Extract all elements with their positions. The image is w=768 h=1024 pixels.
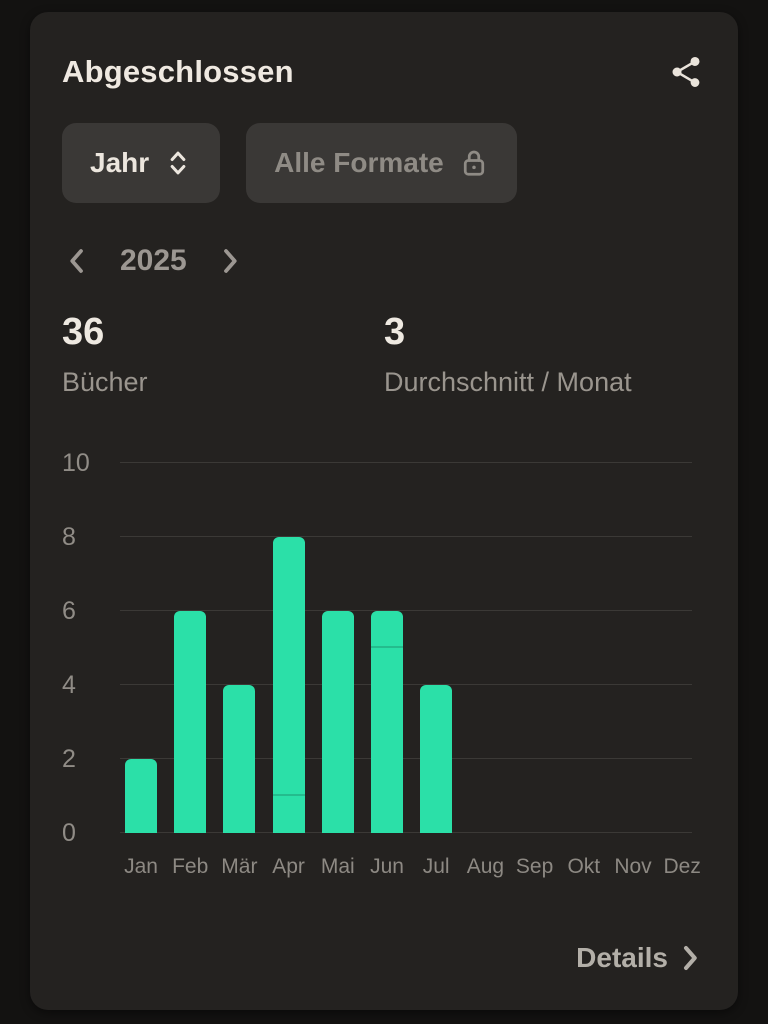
period-filter-button[interactable]: Jahr bbox=[62, 123, 221, 203]
gridline bbox=[120, 832, 692, 833]
x-axis-month-label: Aug bbox=[466, 855, 505, 878]
share-icon bbox=[672, 56, 700, 87]
y-axis-tick-label: 2 bbox=[62, 745, 76, 773]
chart-bar-jan[interactable] bbox=[125, 759, 157, 833]
x-axis-month-label: Sep bbox=[515, 855, 554, 878]
share-button[interactable] bbox=[666, 50, 706, 94]
average-label: Durchschnitt / Monat bbox=[384, 367, 632, 397]
books-count: 36 bbox=[62, 311, 105, 353]
y-axis-tick-label: 4 bbox=[62, 671, 76, 699]
bar-segment-divider bbox=[371, 646, 403, 648]
chevron-updown-icon bbox=[170, 151, 186, 175]
period-filter-label: Jahr bbox=[90, 147, 150, 178]
chart-bar-jul[interactable] bbox=[420, 685, 453, 833]
y-axis-tick-label: 0 bbox=[62, 819, 76, 847]
x-axis-month-label: Nov bbox=[614, 855, 652, 878]
format-filter-button[interactable]: Alle Formate bbox=[246, 123, 517, 203]
average-stat: 3 Durchschnitt / Monat bbox=[384, 308, 706, 400]
details-label: Details bbox=[576, 942, 668, 973]
details-link[interactable]: Details bbox=[576, 942, 702, 974]
x-axis-month-label: Jun bbox=[370, 855, 404, 878]
filter-row: Jahr Alle Formate bbox=[62, 123, 517, 203]
gridline bbox=[120, 684, 692, 685]
bar-segment-divider bbox=[272, 794, 305, 796]
completed-stats-card: Abgeschlossen Jahr Alle Formate 2025 bbox=[30, 12, 738, 1010]
x-axis-month-label: Feb bbox=[172, 855, 209, 878]
y-axis-tick-label: 6 bbox=[62, 597, 76, 625]
average-count: 3 bbox=[384, 311, 406, 353]
chevron-right-icon bbox=[223, 249, 237, 273]
books-label: Bücher bbox=[62, 367, 148, 397]
gridline bbox=[120, 758, 692, 759]
chart-bar-mär[interactable] bbox=[223, 685, 256, 833]
books-stat: 36 Bücher bbox=[62, 308, 384, 400]
stats-row: 36 Bücher 3 Durchschnitt / Monat bbox=[62, 308, 706, 400]
previous-year-button[interactable] bbox=[62, 244, 90, 278]
chart-bar-apr[interactable] bbox=[272, 537, 305, 833]
format-filter-label: Alle Formate bbox=[274, 147, 444, 178]
gridline bbox=[120, 610, 692, 611]
x-axis-month-label: Jul bbox=[422, 855, 450, 878]
next-year-button[interactable] bbox=[217, 244, 245, 278]
chart-bar-mai[interactable] bbox=[321, 611, 354, 833]
year-navigation: 2025 bbox=[62, 240, 245, 282]
y-axis-tick-label: 10 bbox=[62, 449, 90, 477]
card-footer: Details bbox=[576, 942, 702, 974]
card-header: Abgeschlossen bbox=[62, 50, 706, 94]
chevron-left-icon bbox=[70, 249, 83, 273]
x-axis-month-label: Apr bbox=[272, 855, 305, 878]
x-axis-month-label: Dez bbox=[663, 855, 701, 878]
chart-bar-jun[interactable] bbox=[371, 611, 403, 833]
monthly-bar-chart: 0 2 4 6 8 10 Jan Feb Mär Apr Mai Jun Jul Aug Sep Okt Nov… bbox=[30, 449, 738, 893]
chart-bar-feb[interactable] bbox=[174, 611, 207, 833]
x-axis-month-label: Mai bbox=[320, 855, 355, 878]
gridline bbox=[120, 536, 692, 537]
chevron-right-icon bbox=[684, 946, 697, 970]
chart-plot bbox=[120, 462, 692, 833]
lock-icon bbox=[463, 150, 484, 176]
y-axis-tick-label: 8 bbox=[62, 523, 76, 551]
x-axis-month-label: Jan bbox=[124, 855, 158, 878]
gridline bbox=[120, 462, 692, 463]
x-axis-month-label: Mär bbox=[221, 855, 258, 878]
x-axis-month-label: Okt bbox=[567, 855, 601, 878]
card-title: Abgeschlossen bbox=[62, 54, 294, 89]
year-label: 2025 bbox=[120, 244, 187, 277]
